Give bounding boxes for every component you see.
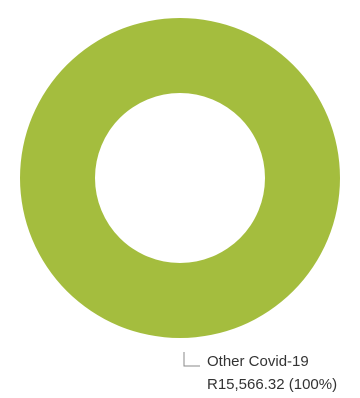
slice-leader-line [183,352,200,367]
donut-slice-0 [20,18,340,338]
donut-slices [20,18,340,338]
slice-label-value: R15,566.32 (100%) [207,376,337,393]
slice-label-name: Other Covid-19 [207,353,309,370]
